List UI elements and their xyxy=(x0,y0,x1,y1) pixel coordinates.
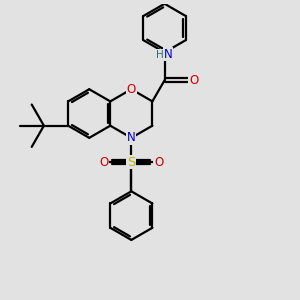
Text: H: H xyxy=(156,50,164,60)
Text: O: O xyxy=(154,156,163,169)
Text: N: N xyxy=(164,48,172,61)
Text: S: S xyxy=(127,156,136,169)
Text: O: O xyxy=(100,156,109,169)
Text: O: O xyxy=(189,74,198,87)
Text: N: N xyxy=(127,131,136,144)
Text: O: O xyxy=(127,83,136,96)
